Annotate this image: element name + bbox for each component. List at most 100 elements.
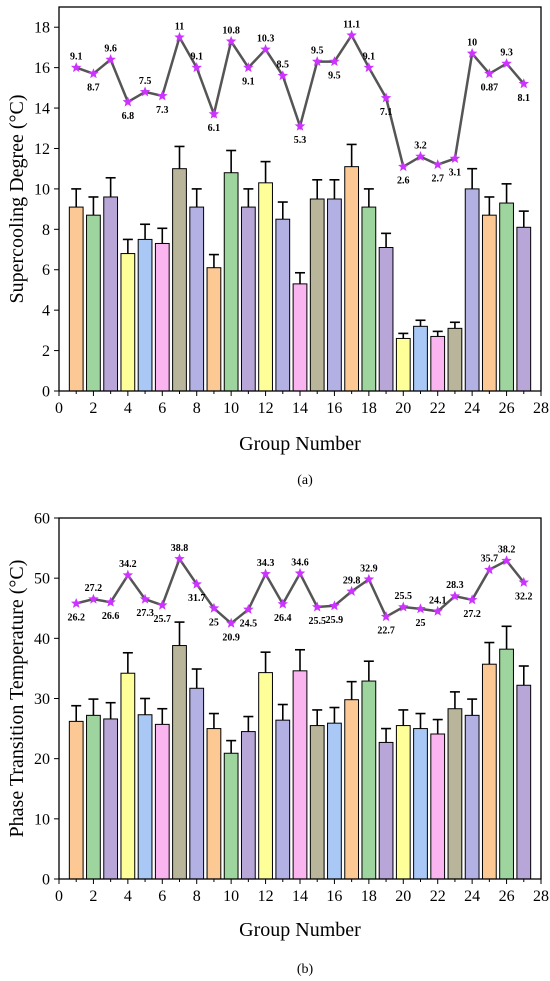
point-label-11: 9.1 (242, 77, 255, 88)
point-label-7: 38.8 (171, 543, 189, 554)
bar-group-7 (172, 645, 187, 880)
bar-group-9 (206, 267, 222, 392)
point-label-11: 24.5 (240, 618, 258, 629)
bar-group-6 (154, 242, 170, 392)
bar-group-9 (206, 728, 222, 880)
y-tick-label: 10 (34, 181, 50, 198)
x-tick-label: 12 (258, 400, 274, 417)
x-tick-label: 8 (193, 888, 201, 905)
bar-group-22 (430, 335, 446, 392)
star-marker-1 (70, 62, 82, 73)
bar-group-7 (172, 168, 187, 392)
x-tick-label: 10 (223, 888, 239, 905)
y-tick-label: 8 (42, 222, 50, 239)
x-tick-label: 26 (499, 400, 515, 417)
bar-group-25 (481, 214, 497, 392)
bar-group-18 (361, 680, 377, 880)
star-marker-5 (139, 593, 151, 604)
bar-group-5 (137, 714, 153, 880)
point-label-18: 32.9 (360, 563, 378, 574)
star-marker-14 (294, 567, 306, 578)
y-tick-label: 50 (34, 571, 50, 588)
point-label-10: 20.9 (222, 632, 240, 643)
x-tick-label: 4 (124, 888, 132, 905)
bar-group-22 (430, 733, 446, 880)
point-label-10: 10.8 (222, 25, 240, 36)
bar-group-24 (464, 714, 480, 880)
bar-group-3 (103, 196, 119, 392)
star-marker-17 (346, 585, 357, 596)
x-tick-label: 22 (430, 400, 446, 417)
star-marker-23 (449, 590, 461, 601)
star-marker-20 (398, 161, 409, 172)
star-marker-13 (277, 598, 289, 609)
bar-group-5 (137, 238, 153, 392)
star-marker-3 (105, 596, 116, 607)
point-label-26: 9.3 (500, 48, 513, 59)
x-tick-label: 12 (258, 888, 274, 905)
bar-group-16 (327, 722, 342, 880)
star-marker-18 (363, 573, 375, 584)
x-tick-label: 10 (223, 400, 239, 417)
bar-group-14 (292, 670, 308, 880)
star-marker-10 (225, 617, 237, 628)
y-tick-label: 30 (34, 691, 50, 708)
bar-group-13 (275, 719, 291, 880)
star-marker-26 (501, 58, 512, 69)
point-label-1: 26.2 (67, 612, 85, 623)
point-label-1: 9.1 (70, 52, 83, 63)
point-label-24: 10 (467, 37, 477, 48)
star-marker-7 (174, 553, 185, 564)
star-marker-25 (484, 68, 495, 79)
x-tick-label: 14 (292, 888, 308, 905)
x-tick-label: 20 (395, 888, 411, 905)
y-tick-label: 16 (34, 60, 50, 77)
point-label-8: 9.1 (190, 52, 203, 63)
point-label-22: 2.7 (431, 174, 444, 185)
bar-group-8 (189, 687, 205, 880)
x-tick-label: 24 (464, 400, 480, 417)
point-label-15: 25.5 (308, 616, 326, 627)
star-marker-14 (294, 120, 306, 131)
x-tick-label: 28 (533, 400, 549, 417)
point-label-22: 24.1 (429, 595, 447, 606)
star-marker-23 (449, 153, 461, 164)
point-label-6: 7.3 (156, 105, 169, 116)
point-label-8: 31.7 (188, 593, 206, 604)
star-marker-26 (501, 555, 512, 566)
point-label-3: 9.6 (104, 44, 117, 55)
x-tick-label: 20 (395, 400, 411, 417)
bar-group-2 (86, 714, 101, 880)
point-label-27: 8.1 (518, 93, 531, 104)
bar-group-24 (464, 188, 480, 392)
bar-group-8 (189, 206, 205, 392)
bar-group-4 (120, 253, 136, 392)
star-marker-21 (415, 151, 426, 162)
y-tick-label: 4 (42, 303, 50, 320)
bar-group-1 (68, 206, 84, 392)
point-label-20: 25.5 (395, 591, 413, 602)
bar-group-20 (395, 725, 411, 880)
point-label-18: 9.1 (363, 52, 376, 63)
star-marker-27 (518, 576, 530, 587)
bar-group-11 (240, 731, 256, 880)
star-marker-9 (208, 602, 220, 613)
x-axis-label: Group Number (239, 433, 361, 455)
point-label-13: 26.4 (274, 613, 292, 624)
point-label-2: 27.2 (85, 583, 103, 594)
star-marker-8 (191, 62, 202, 73)
star-marker-24 (466, 47, 478, 58)
chart-b: 26.227.226.634.227.325.738.831.72520.924… (6, 511, 549, 978)
x-tick-label: 0 (55, 888, 63, 905)
bar-group-15 (309, 198, 325, 392)
point-label-21: 3.2 (414, 141, 427, 152)
bar-group-27 (516, 684, 532, 880)
bar-group-15 (309, 725, 325, 880)
bar-group-13 (275, 218, 291, 392)
star-marker-7 (174, 31, 185, 42)
point-label-16: 9.5 (328, 71, 341, 82)
bar-group-16 (327, 198, 342, 392)
point-label-12: 34.3 (257, 558, 275, 569)
star-marker-4 (122, 569, 134, 580)
bar-group-18 (361, 206, 377, 392)
